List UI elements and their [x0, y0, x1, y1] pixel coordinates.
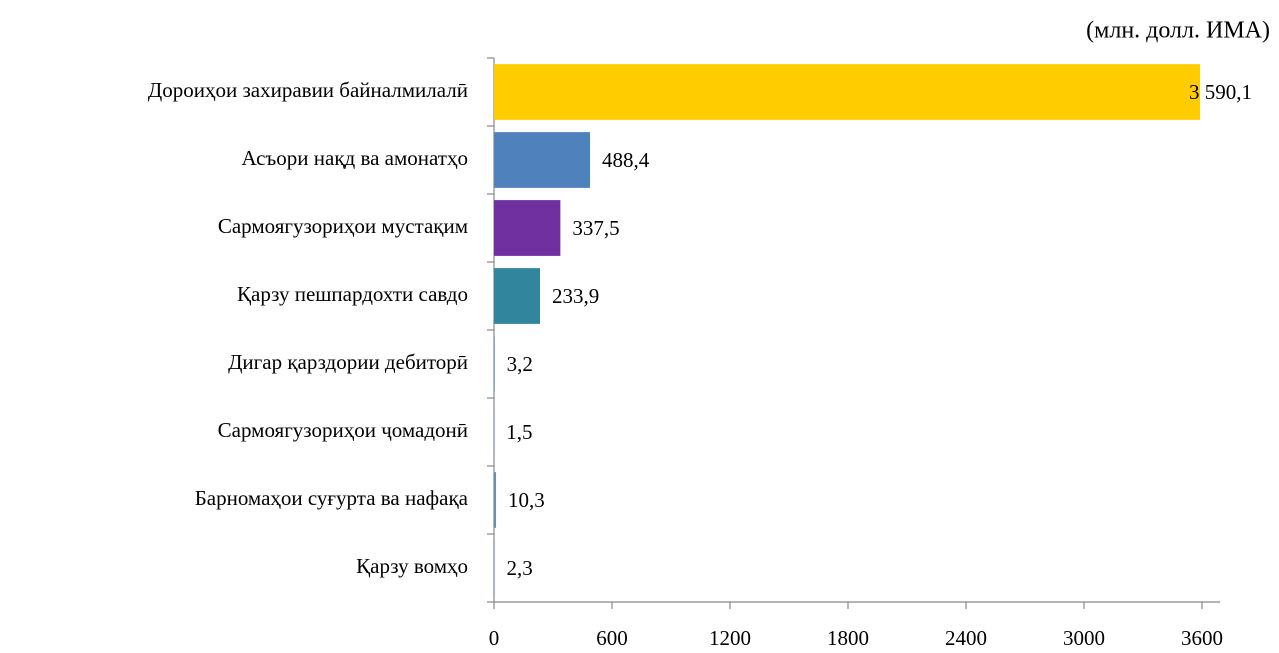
category-label: Қарзу вомҳо [356, 554, 468, 578]
x-tick-label: 600 [596, 626, 628, 650]
x-tick-label: 2400 [945, 626, 987, 650]
value-label: 233,9 [552, 284, 599, 308]
category-label: Дигар қарздории дебиторӣ [228, 350, 468, 374]
bar [494, 200, 561, 256]
value-label: 2,3 [506, 556, 532, 580]
value-label: 488,4 [602, 148, 650, 172]
bar [494, 64, 1201, 120]
category-label: Сармоягузориҳои ҷомадонӣ [218, 418, 468, 442]
unit-note: (млн. долл. ИМА) [1086, 18, 1270, 44]
value-label: 3,2 [507, 352, 533, 376]
bar [494, 132, 591, 188]
x-tick-label: 3000 [1063, 626, 1105, 650]
category-label: Дороиҳои захиравии байналмилалӣ [148, 78, 468, 102]
value-label: 3 590,1 [1189, 80, 1252, 104]
x-tick-label: 0 [489, 626, 500, 650]
x-tick-label: 1800 [827, 626, 869, 650]
category-label: Сармоягузориҳои мустақим [218, 214, 468, 238]
bar [494, 336, 495, 392]
bar [494, 472, 497, 528]
value-label: 1,5 [506, 420, 532, 444]
x-tick-label: 1200 [709, 626, 751, 650]
category-label: Қарзу пешпардохти савдо [237, 282, 468, 306]
category-label: Барномаҳои суғурта ва нафақа [195, 486, 469, 510]
bar [494, 268, 541, 324]
value-label: 10,3 [508, 488, 545, 512]
x-tick-label: 3600 [1181, 626, 1223, 650]
category-label: Асъори нақд ва амонатҳо [241, 146, 468, 170]
value-label: 337,5 [572, 216, 619, 240]
